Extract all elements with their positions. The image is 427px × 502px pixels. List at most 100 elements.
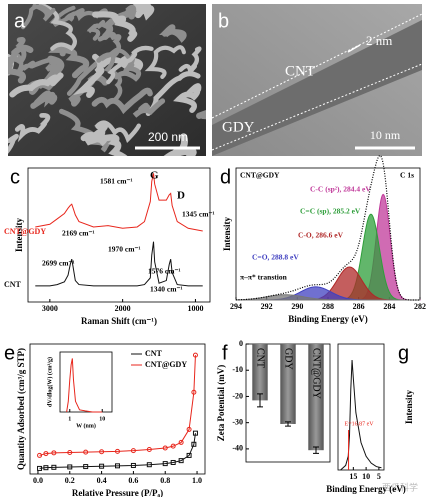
point — [186, 452, 192, 458]
point — [178, 458, 184, 464]
x-tick-label: 15 — [349, 472, 357, 481]
x-tick-label: 288 — [322, 302, 334, 311]
x-tick-label: 0.4 — [97, 476, 107, 485]
x-axis-label: Binding Energy (eV) — [326, 484, 406, 494]
point — [51, 464, 57, 470]
x-tick-label: 282 — [414, 302, 426, 311]
y-tick-label: 0 — [239, 339, 243, 348]
plot-frame — [29, 343, 206, 475]
peak-label: C=C (sp), 285.2 eV — [300, 207, 361, 216]
x-tick-label: 5 — [377, 472, 381, 481]
annotation: 1970 cm⁻¹ — [108, 245, 141, 254]
series-line — [35, 173, 203, 232]
annotation: 1576 cm⁻¹ — [148, 267, 181, 276]
series-line — [39, 355, 196, 456]
point — [51, 450, 57, 456]
fiber — [86, 19, 106, 41]
series-line — [39, 433, 196, 469]
x-tick-label: 292 — [261, 302, 273, 311]
y-axis-label: Intensity — [222, 217, 232, 252]
point — [192, 430, 198, 436]
peak-label: C=O, 288.8 eV — [252, 253, 299, 262]
point — [130, 448, 136, 454]
point — [170, 459, 176, 465]
fiber — [14, 113, 51, 143]
x-tick-label: 2000 — [115, 304, 131, 313]
fiber — [101, 4, 137, 40]
plot-frame — [59, 351, 113, 413]
tem-image: b 2 nm CNT GDY 10 nm — [211, 4, 423, 156]
x-axis-label: Raman Shift (cm⁻¹) — [81, 316, 157, 326]
point — [83, 464, 89, 470]
point — [43, 465, 49, 471]
x-tick-label: 3000 — [42, 304, 58, 313]
point — [99, 463, 105, 469]
category-label: GDY — [283, 348, 294, 370]
annotation: 1581 cm⁻¹ — [100, 177, 133, 186]
x-tick-label: 1 — [68, 416, 71, 422]
fiber — [95, 134, 128, 156]
point — [43, 451, 49, 457]
annotation: CNT — [285, 63, 315, 79]
point — [67, 449, 73, 455]
arrow — [347, 44, 361, 53]
panel-letter: f — [222, 342, 228, 364]
fiber — [106, 45, 154, 85]
point — [130, 462, 136, 468]
fiber — [8, 37, 27, 66]
x-tick-label: 0.0 — [33, 476, 43, 485]
series-line — [340, 360, 382, 471]
fiber — [49, 5, 76, 28]
y-tick-label: -20 — [232, 391, 243, 400]
fiber — [96, 32, 122, 63]
fiber — [145, 71, 201, 116]
series-line — [35, 241, 203, 287]
x-tick-label: 290 — [291, 302, 303, 311]
annotation: 2 nm — [366, 33, 392, 48]
point — [191, 441, 197, 447]
point — [37, 465, 43, 471]
bar — [252, 344, 268, 401]
point — [162, 445, 168, 451]
point — [83, 449, 89, 455]
x-tick-label: 1000 — [187, 304, 203, 313]
fiber — [20, 4, 56, 30]
annotation: C 1s — [400, 171, 414, 180]
watermark: 西瓜科学 — [382, 482, 418, 494]
fiber — [113, 53, 142, 82]
y-tick-label: -10 — [232, 365, 243, 374]
annotation: 1345 cm⁻¹ — [182, 210, 215, 219]
point — [192, 352, 198, 358]
x-axis-label: W (nm) — [76, 422, 96, 429]
annotation: 1340 cm⁻¹ — [150, 285, 183, 294]
fiber — [94, 120, 141, 144]
y-axis-label: Intensity — [14, 218, 24, 253]
annotation: CNT@GDY — [240, 171, 280, 180]
annotation: GDY — [222, 119, 255, 135]
x-tick-label: 286 — [353, 302, 365, 311]
tube — [212, 20, 422, 156]
x-axis-label: Relative Pressure (P/P₀) — [72, 488, 163, 497]
point — [37, 452, 43, 458]
y-axis-label: Intensity — [404, 390, 414, 425]
fiber — [92, 11, 138, 42]
fiber — [80, 121, 109, 147]
panel-letter: d — [220, 166, 231, 188]
legend-label: CNT@GDY — [4, 227, 46, 236]
scale-label: 10 nm — [370, 128, 401, 142]
bar — [280, 344, 296, 424]
point — [146, 462, 152, 468]
x-tick-label: 10 — [99, 416, 105, 422]
point — [186, 426, 192, 432]
fiber — [15, 53, 36, 75]
peak-label: C-O, 286.6 eV — [298, 231, 344, 240]
y-axis-label: Zeta Potential (mV) — [216, 365, 226, 441]
fiber — [144, 45, 186, 79]
peak-label: C-C (sp²), 284.4 eV — [310, 185, 371, 194]
x-tick-label: 0.8 — [160, 476, 170, 485]
sem-image: a 200 nm — [8, 4, 206, 156]
point — [178, 439, 184, 445]
panel-letter: c — [10, 166, 20, 188]
legend-label: CNT@GDY — [145, 360, 187, 369]
